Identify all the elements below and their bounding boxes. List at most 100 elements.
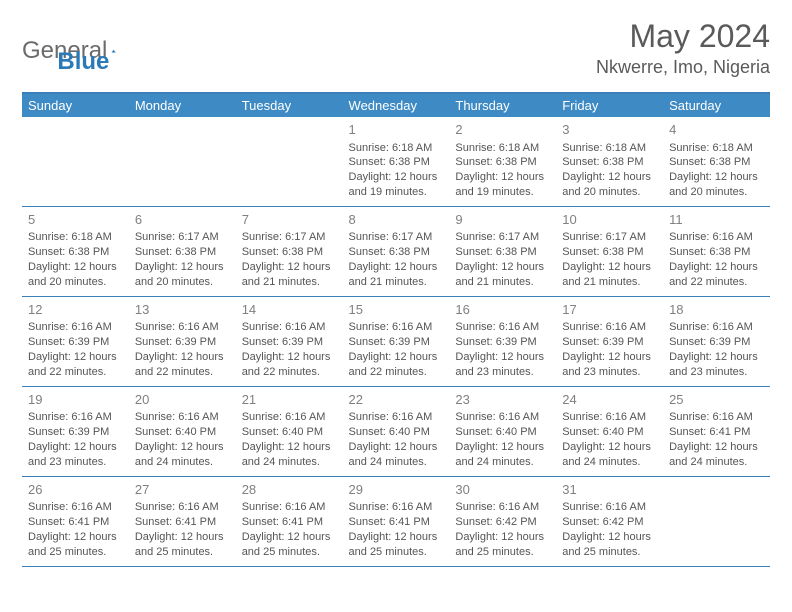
day-number: 9 xyxy=(455,211,550,229)
calendar-day-cell: 9Sunrise: 6:17 AMSunset: 6:38 PMDaylight… xyxy=(449,206,556,296)
daylight-line: Daylight: 12 hours and 25 minutes. xyxy=(562,530,657,560)
header: General Blue May 2024 Nkwerre, Imo, Nige… xyxy=(22,18,770,78)
sunrise-line: Sunrise: 6:16 AM xyxy=(349,320,444,335)
daylight-line: Daylight: 12 hours and 22 minutes. xyxy=(135,350,230,380)
sunrise-line: Sunrise: 6:16 AM xyxy=(349,410,444,425)
day-number: 12 xyxy=(28,301,123,319)
sunrise-line: Sunrise: 6:16 AM xyxy=(135,410,230,425)
day-number: 1 xyxy=(349,121,444,139)
daylight-line: Daylight: 12 hours and 21 minutes. xyxy=(242,260,337,290)
sunset-line: Sunset: 6:41 PM xyxy=(135,515,230,530)
sunrise-line: Sunrise: 6:16 AM xyxy=(135,320,230,335)
day-header: Monday xyxy=(129,93,236,117)
calendar-day-cell: 27Sunrise: 6:16 AMSunset: 6:41 PMDayligh… xyxy=(129,476,236,566)
day-number: 8 xyxy=(349,211,444,229)
day-number: 30 xyxy=(455,481,550,499)
sunrise-line: Sunrise: 6:16 AM xyxy=(135,500,230,515)
sunrise-line: Sunrise: 6:17 AM xyxy=(135,230,230,245)
daylight-line: Daylight: 12 hours and 25 minutes. xyxy=(349,530,444,560)
sunrise-line: Sunrise: 6:16 AM xyxy=(669,410,764,425)
calendar-day-cell: 24Sunrise: 6:16 AMSunset: 6:40 PMDayligh… xyxy=(556,386,663,476)
daylight-line: Daylight: 12 hours and 23 minutes. xyxy=(28,440,123,470)
calendar-day-cell: 2Sunrise: 6:18 AMSunset: 6:38 PMDaylight… xyxy=(449,117,556,206)
sunset-line: Sunset: 6:39 PM xyxy=(28,335,123,350)
day-header: Sunday xyxy=(22,93,129,117)
sunrise-line: Sunrise: 6:16 AM xyxy=(455,410,550,425)
calendar-week-row: 12Sunrise: 6:16 AMSunset: 6:39 PMDayligh… xyxy=(22,296,770,386)
logo: General Blue xyxy=(22,26,109,76)
sunset-line: Sunset: 6:38 PM xyxy=(242,245,337,260)
day-number: 23 xyxy=(455,391,550,409)
calendar-day-cell: 22Sunrise: 6:16 AMSunset: 6:40 PMDayligh… xyxy=(343,386,450,476)
daylight-line: Daylight: 12 hours and 20 minutes. xyxy=(28,260,123,290)
day-number: 11 xyxy=(669,211,764,229)
sunset-line: Sunset: 6:39 PM xyxy=(455,335,550,350)
sunrise-line: Sunrise: 6:16 AM xyxy=(242,500,337,515)
daylight-line: Daylight: 12 hours and 21 minutes. xyxy=(349,260,444,290)
sunset-line: Sunset: 6:40 PM xyxy=(349,425,444,440)
daylight-line: Daylight: 12 hours and 20 minutes. xyxy=(669,170,764,200)
day-number: 15 xyxy=(349,301,444,319)
daylight-line: Daylight: 12 hours and 25 minutes. xyxy=(455,530,550,560)
daylight-line: Daylight: 12 hours and 22 minutes. xyxy=(28,350,123,380)
sunset-line: Sunset: 6:41 PM xyxy=(349,515,444,530)
sunset-line: Sunset: 6:38 PM xyxy=(28,245,123,260)
sunset-line: Sunset: 6:39 PM xyxy=(562,335,657,350)
sunset-line: Sunset: 6:38 PM xyxy=(455,245,550,260)
sunrise-line: Sunrise: 6:17 AM xyxy=(349,230,444,245)
day-number: 31 xyxy=(562,481,657,499)
daylight-line: Daylight: 12 hours and 24 minutes. xyxy=(455,440,550,470)
calendar-table: SundayMondayTuesdayWednesdayThursdayFrid… xyxy=(22,92,770,567)
sunset-line: Sunset: 6:39 PM xyxy=(242,335,337,350)
calendar-day-cell: 13Sunrise: 6:16 AMSunset: 6:39 PMDayligh… xyxy=(129,296,236,386)
sunrise-line: Sunrise: 6:18 AM xyxy=(28,230,123,245)
calendar-day-cell: 26Sunrise: 6:16 AMSunset: 6:41 PMDayligh… xyxy=(22,476,129,566)
sunrise-line: Sunrise: 6:16 AM xyxy=(562,320,657,335)
day-number: 20 xyxy=(135,391,230,409)
calendar-day-cell: 14Sunrise: 6:16 AMSunset: 6:39 PMDayligh… xyxy=(236,296,343,386)
sunrise-line: Sunrise: 6:16 AM xyxy=(669,320,764,335)
sunset-line: Sunset: 6:38 PM xyxy=(455,155,550,170)
sunrise-line: Sunrise: 6:16 AM xyxy=(28,500,123,515)
calendar-day-cell: 21Sunrise: 6:16 AMSunset: 6:40 PMDayligh… xyxy=(236,386,343,476)
sunset-line: Sunset: 6:38 PM xyxy=(349,155,444,170)
day-number: 14 xyxy=(242,301,337,319)
sunset-line: Sunset: 6:41 PM xyxy=(669,425,764,440)
daylight-line: Daylight: 12 hours and 19 minutes. xyxy=(349,170,444,200)
calendar-day-cell: 11Sunrise: 6:16 AMSunset: 6:38 PMDayligh… xyxy=(663,206,770,296)
sunrise-line: Sunrise: 6:16 AM xyxy=(562,500,657,515)
day-number: 22 xyxy=(349,391,444,409)
calendar-day-cell: 19Sunrise: 6:16 AMSunset: 6:39 PMDayligh… xyxy=(22,386,129,476)
daylight-line: Daylight: 12 hours and 20 minutes. xyxy=(135,260,230,290)
day-number: 17 xyxy=(562,301,657,319)
day-number: 24 xyxy=(562,391,657,409)
calendar-day-cell: 4Sunrise: 6:18 AMSunset: 6:38 PMDaylight… xyxy=(663,117,770,206)
calendar-day-cell: 23Sunrise: 6:16 AMSunset: 6:40 PMDayligh… xyxy=(449,386,556,476)
sunset-line: Sunset: 6:39 PM xyxy=(669,335,764,350)
title-block: May 2024 Nkwerre, Imo, Nigeria xyxy=(596,18,770,78)
sunrise-line: Sunrise: 6:16 AM xyxy=(562,410,657,425)
daylight-line: Daylight: 12 hours and 25 minutes. xyxy=(28,530,123,560)
day-header: Saturday xyxy=(663,93,770,117)
sunrise-line: Sunrise: 6:18 AM xyxy=(669,141,764,156)
sunset-line: Sunset: 6:38 PM xyxy=(669,155,764,170)
day-number: 27 xyxy=(135,481,230,499)
daylight-line: Daylight: 12 hours and 24 minutes. xyxy=(349,440,444,470)
sunset-line: Sunset: 6:41 PM xyxy=(28,515,123,530)
daylight-line: Daylight: 12 hours and 24 minutes. xyxy=(669,440,764,470)
day-number: 16 xyxy=(455,301,550,319)
day-header: Friday xyxy=(556,93,663,117)
sunrise-line: Sunrise: 6:16 AM xyxy=(455,320,550,335)
calendar-day-cell: 18Sunrise: 6:16 AMSunset: 6:39 PMDayligh… xyxy=(663,296,770,386)
calendar-day-cell: 7Sunrise: 6:17 AMSunset: 6:38 PMDaylight… xyxy=(236,206,343,296)
calendar-day-cell: 15Sunrise: 6:16 AMSunset: 6:39 PMDayligh… xyxy=(343,296,450,386)
calendar-day-cell: 1Sunrise: 6:18 AMSunset: 6:38 PMDaylight… xyxy=(343,117,450,206)
daylight-line: Daylight: 12 hours and 19 minutes. xyxy=(455,170,550,200)
sunset-line: Sunset: 6:42 PM xyxy=(455,515,550,530)
daylight-line: Daylight: 12 hours and 20 minutes. xyxy=(562,170,657,200)
day-number: 7 xyxy=(242,211,337,229)
day-header-row: SundayMondayTuesdayWednesdayThursdayFrid… xyxy=(22,93,770,117)
daylight-line: Daylight: 12 hours and 25 minutes. xyxy=(242,530,337,560)
calendar-day-cell: 17Sunrise: 6:16 AMSunset: 6:39 PMDayligh… xyxy=(556,296,663,386)
sunrise-line: Sunrise: 6:18 AM xyxy=(455,141,550,156)
